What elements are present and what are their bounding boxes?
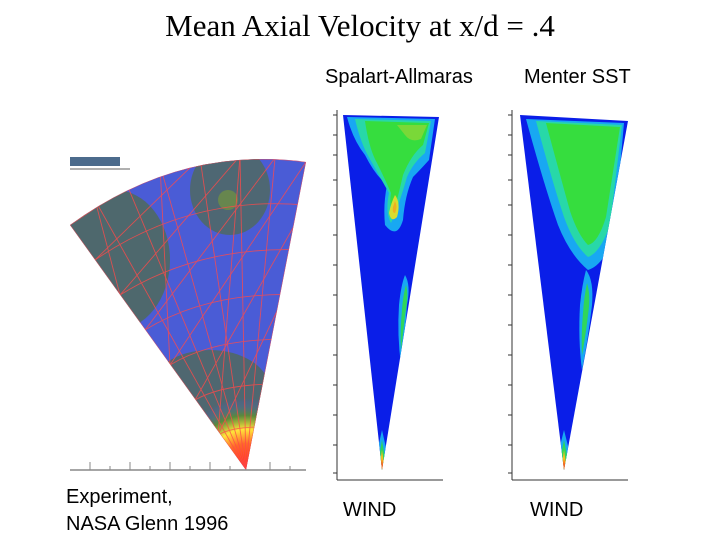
- slide-title: Mean Axial Velocity at x/d = .4: [165, 8, 555, 43]
- spalart-allmaras-label: Spalart-Allmaras: [325, 66, 473, 88]
- menter-contour-fill: [520, 115, 628, 470]
- sa-contour-fill: [343, 115, 439, 470]
- legend-bar-fragment: [70, 157, 120, 166]
- experiment-fan: [70, 159, 306, 470]
- menter-sst-label: Menter SST: [524, 66, 631, 88]
- legend-underline: [70, 168, 130, 170]
- experiment-caption-line1: Experiment,: [66, 486, 173, 508]
- menter-sst-caption: WIND: [530, 499, 584, 521]
- experiment-caption: Experiment, NASA Glenn 1996: [66, 484, 228, 538]
- experiment-contour-plot: [70, 157, 306, 471]
- experiment-caption-line2: NASA Glenn 1996: [66, 513, 229, 535]
- menter-axis-ticks: [508, 114, 512, 474]
- spalart-allmaras-caption: WIND: [343, 499, 397, 521]
- spalart-allmaras-contour-plot: [333, 110, 443, 481]
- menter-sst-contour-plot: [508, 110, 628, 481]
- experiment-axis-ticks: [89, 462, 291, 470]
- sa-axis-ticks: [333, 114, 337, 474]
